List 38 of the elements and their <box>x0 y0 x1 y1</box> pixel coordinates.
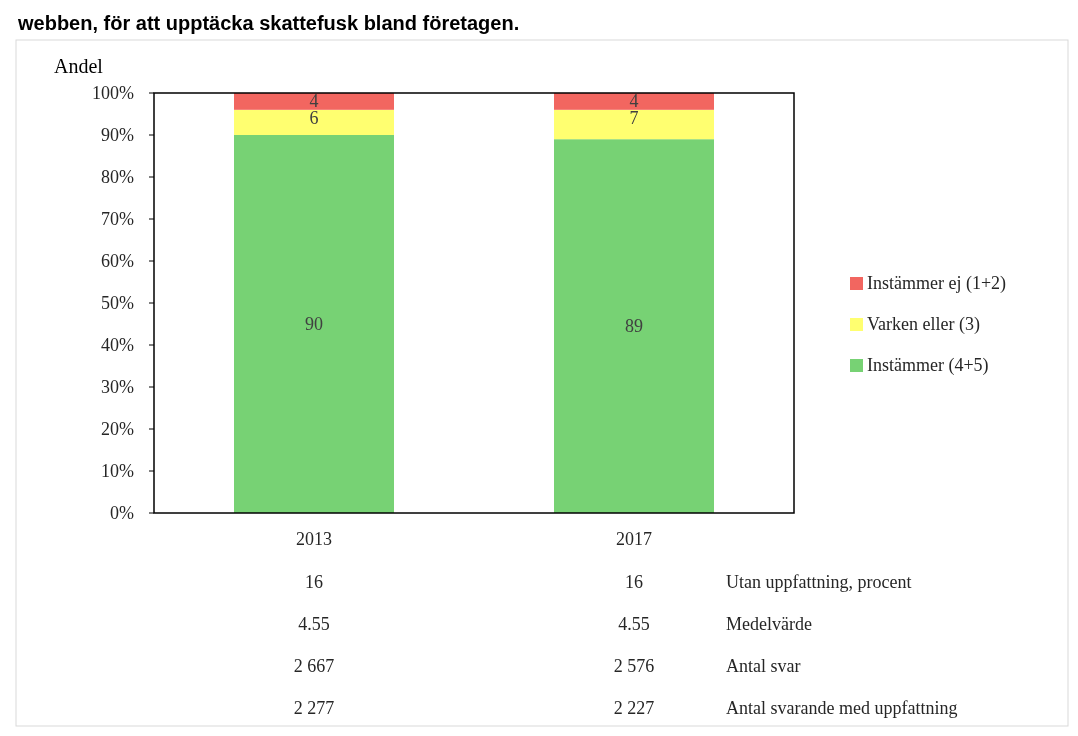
y-tick-label: 70% <box>101 209 134 229</box>
y-tick-label: 20% <box>101 419 134 439</box>
y-tick-label: 10% <box>101 461 134 481</box>
text: 16 <box>625 572 643 592</box>
text: 2 667 <box>293 656 335 676</box>
y-tick-label: 80% <box>101 167 134 187</box>
text: 2 277 <box>293 698 335 718</box>
y-tick-label: 90% <box>101 125 134 145</box>
bar <box>554 93 714 110</box>
text: 16 <box>305 572 323 592</box>
y-axis-title: Andel <box>54 55 104 77</box>
y-tick-label: 50% <box>101 293 134 313</box>
x-tick-label: 2013 <box>296 529 332 549</box>
text: 2 576 <box>613 656 655 676</box>
y-tick-label: 30% <box>101 377 134 397</box>
legend-label: Varken eller (3) <box>867 314 980 335</box>
bar <box>234 93 394 110</box>
chart-title: webben, för att upptäcka skattefusk bland företagen. <box>17 12 520 34</box>
y-tick-label: 40% <box>101 335 134 355</box>
text: 4.55 <box>618 614 650 634</box>
y-tick-label: 0% <box>110 503 134 523</box>
bar <box>554 109 714 140</box>
text: 4.55 <box>298 614 330 634</box>
y-tick-label: 100% <box>92 83 134 103</box>
legend-label: Instämmer ej (1+2) <box>867 273 1007 294</box>
bar <box>234 135 394 513</box>
x-tick-label: 2017 <box>616 529 652 549</box>
data-label: 90 <box>305 314 323 334</box>
text: Utan uppfattning, procent <box>726 572 912 592</box>
bar <box>554 139 714 513</box>
bar <box>234 109 394 135</box>
legend-label: Instämmer (4+5) <box>867 355 989 376</box>
text: Medelvärde <box>726 614 812 634</box>
text: Antal svarande med uppfattning <box>726 698 958 718</box>
data-label: 89 <box>625 316 643 337</box>
text: 2 227 <box>613 698 655 718</box>
text: Antal svar <box>726 656 801 676</box>
y-tick-label: 60% <box>101 251 134 271</box>
